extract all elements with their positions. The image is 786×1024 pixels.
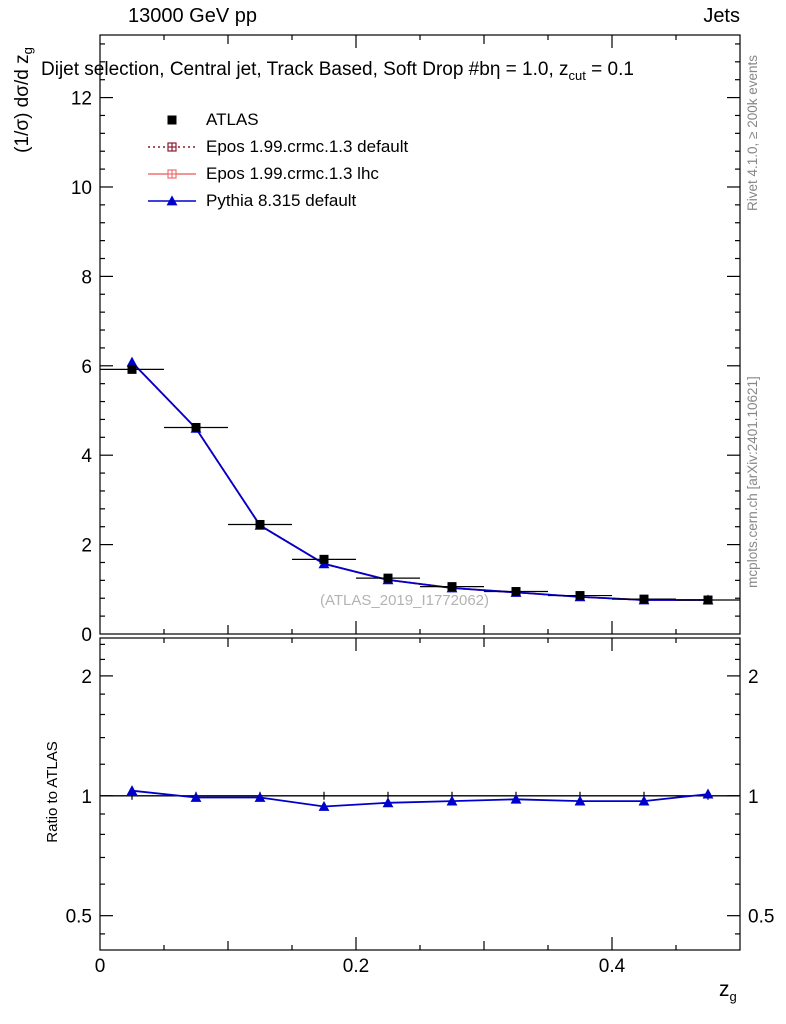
ratio-pythia-8-315-default-marker <box>510 793 522 804</box>
y-axis-tick-label: 12 <box>71 89 92 110</box>
x-axis-tick-label: 0.2 <box>343 956 369 977</box>
legend-label: ATLAS <box>206 109 259 129</box>
ratio-pythia-8-315-default-marker <box>574 795 586 806</box>
legend-marker-filled-square-icon <box>167 115 177 124</box>
x-axis-title-text: z <box>719 978 730 1001</box>
legend-label: Epos 1.99.crmc.1.3 default <box>206 136 409 156</box>
legend-item-pythia-8-315-default: Pythia 8.315 default <box>146 187 408 214</box>
atlas-data-point <box>127 364 137 374</box>
y-axis-tick-label: 8 <box>81 267 92 288</box>
legend-marker-filled-triangle-icon <box>148 194 196 205</box>
atlas-data-point <box>575 591 585 601</box>
epos-1-99-crmc-1-3-lhc-curve <box>131 361 708 601</box>
ratio-pythia-8-315-default-marker <box>446 795 458 806</box>
epos-1-99-crmc-1-3-default-curve <box>131 361 708 601</box>
legend-marker-open-cross-icon <box>148 168 196 179</box>
pythia-8-315-default-curve <box>131 361 708 601</box>
legend-label: Epos 1.99.crmc.1.3 lhc <box>206 163 379 183</box>
ratio-tick-label-right: 0.5 <box>748 907 774 928</box>
y-axis-tick-label: 2 <box>81 536 92 557</box>
legend-item-atlas: ATLAS <box>146 106 408 133</box>
y-axis-tick-label: 6 <box>81 357 92 378</box>
ratio-pythia-8-315-default-marker <box>126 785 138 796</box>
watermark-label: (ATLAS_2019_I1772062) <box>320 592 490 609</box>
x-axis-tick-label: 0 <box>95 956 106 977</box>
beam-energy-label: 13000 GeV pp <box>128 5 257 27</box>
ratio-pythia-8-315-default-marker <box>702 788 714 799</box>
atlas-data-point <box>703 595 713 605</box>
y-axis-tick-label: 0 <box>81 625 92 646</box>
ratio-tick-label-left: 1 <box>81 787 92 808</box>
atlas-data-point <box>191 422 201 432</box>
legend-item-epos-1-99-crmc-1-3-default: Epos 1.99.crmc.1.3 default <box>146 133 408 160</box>
ratio-pythia-8-315-default-marker <box>638 795 650 806</box>
ratio-pythia-8-315-default-marker <box>254 791 266 802</box>
y-axis-tick-label: 4 <box>81 446 92 467</box>
ratio-pythia-8-315-default-marker <box>318 800 330 811</box>
atlas-data-point <box>447 582 457 592</box>
ratio-pythia-8-315-default-marker <box>382 797 394 808</box>
plot-title-text: Dijet selection, Central jet, Track Base… <box>41 59 569 80</box>
legend-label: Pythia 8.315 default <box>206 190 357 210</box>
pythia-marker <box>126 356 138 367</box>
y-axis-title: (1/σ) dσ/d zg <box>12 47 35 153</box>
y-axis-tick-label: 10 <box>71 178 92 199</box>
legend: ATLAS Epos 1.99.crmc.1.3 default Epos 1.99… <box>146 106 408 214</box>
plot-title-suffix: = 0.1 <box>585 59 634 80</box>
plot-title-subscript: cut <box>568 67 586 83</box>
legend-marker-open-cross-icon <box>148 141 196 152</box>
mcplots-reference-note: mcplots.cern.ch [arXiv:2401.10621] <box>745 376 760 588</box>
ratio-axis-title: Ratio to ATLAS <box>44 741 61 842</box>
legend-item-epos-1-99-crmc-1-3-lhc: Epos 1.99.crmc.1.3 lhc <box>146 160 408 187</box>
ratio-tick-label-right: 2 <box>748 667 759 688</box>
rivet-version-note: Rivet 4.1.0, ≥ 200k events <box>745 55 760 211</box>
x-axis-title-subscript: g <box>729 989 737 1005</box>
atlas-data-point <box>639 594 649 604</box>
x-axis-title: zg <box>719 978 737 1004</box>
ratio-tick-label-left: 2 <box>81 667 92 688</box>
analysis-category-label: Jets <box>703 5 740 27</box>
legend-marker-glyph <box>166 194 178 205</box>
legend-marker-glyph <box>167 115 177 124</box>
atlas-data-point <box>255 519 265 529</box>
ratio-tick-label-right: 1 <box>748 787 759 808</box>
atlas-data-point <box>319 554 329 564</box>
atlas-data-point <box>511 587 521 597</box>
plot-title: Dijet selection, Central jet, Track Base… <box>41 59 634 83</box>
ratio-pythia-8-315-default-curve <box>131 789 709 808</box>
atlas-data-point <box>383 573 393 583</box>
ratio-pythia-8-315-default-marker <box>190 791 202 802</box>
x-axis-tick-label: 0.4 <box>599 956 626 977</box>
ratio-tick-label-left: 0.5 <box>66 907 92 928</box>
